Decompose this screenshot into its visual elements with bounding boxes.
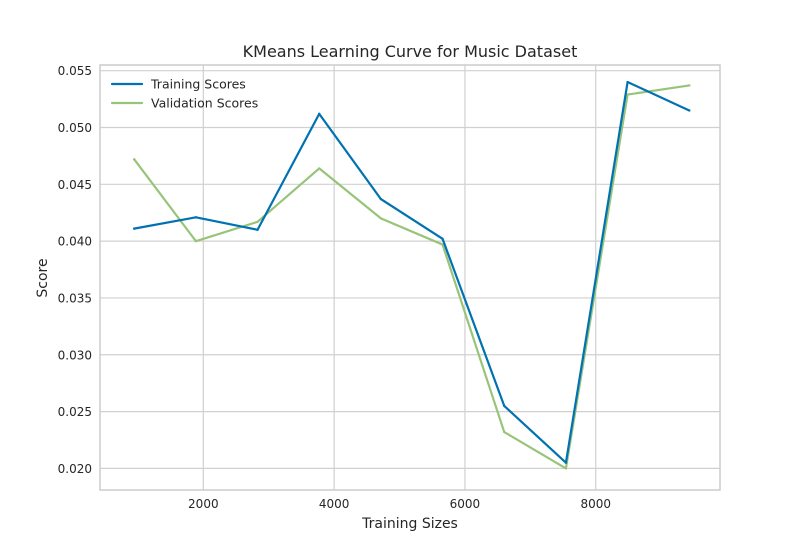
training-scores-point bbox=[256, 228, 259, 231]
training-scores-point bbox=[441, 237, 444, 241]
validation-scores-point bbox=[441, 243, 444, 246]
training-scores-point bbox=[379, 197, 383, 201]
y-tick-label: 0.045 bbox=[58, 178, 92, 192]
y-tick-label: 0.055 bbox=[58, 64, 92, 78]
series-group bbox=[133, 80, 691, 470]
training-scores-point bbox=[133, 227, 136, 230]
x-tick-label: 6000 bbox=[450, 497, 481, 511]
validation-scores-line bbox=[133, 84, 691, 470]
y-tick-label: 0.035 bbox=[58, 291, 92, 305]
plot-frame bbox=[99, 64, 721, 491]
training-scores-line bbox=[133, 80, 691, 464]
x-tick-label: 4000 bbox=[319, 497, 350, 511]
training-scores-point bbox=[503, 404, 506, 408]
validation-scores-point bbox=[688, 84, 691, 87]
training-scores-point bbox=[688, 109, 691, 112]
y-axis-label: Score bbox=[35, 258, 51, 297]
x-tick-label: 2000 bbox=[188, 497, 219, 511]
x-tick-label: 8000 bbox=[580, 497, 611, 511]
validation-scores-point bbox=[379, 217, 383, 220]
legend-label-validation: Validation Scores bbox=[151, 96, 258, 111]
validation-scores-point bbox=[256, 220, 259, 224]
x-axis-label: Training Sizes bbox=[361, 516, 458, 532]
validation-scores-point bbox=[194, 239, 198, 243]
y-tick-label: 0.040 bbox=[58, 235, 92, 249]
validation-scores-point bbox=[626, 93, 629, 96]
training-scores-point bbox=[194, 216, 198, 219]
y-tick-label: 0.030 bbox=[58, 348, 92, 362]
validation-scores-point bbox=[503, 430, 506, 434]
grid bbox=[100, 65, 720, 490]
chart-title: KMeans Learning Curve for Music Dataset bbox=[243, 42, 578, 61]
training-scores-point bbox=[564, 461, 568, 464]
validation-scores-point bbox=[133, 158, 136, 161]
validation-scores-point bbox=[318, 167, 321, 170]
y-tick-label: 0.050 bbox=[58, 121, 92, 135]
training-scores-point bbox=[626, 80, 629, 84]
training-scores-point bbox=[318, 112, 321, 116]
validation-scores-point bbox=[564, 467, 568, 470]
tick-labels: 2000 4000 6000 8000 0.020 0.025 0.030 0.035 0.04… bbox=[58, 64, 611, 511]
y-tick-label: 0.025 bbox=[58, 405, 92, 419]
legend: Training Scores Validation Scores bbox=[110, 77, 258, 111]
legend-label-training: Training Scores bbox=[150, 77, 246, 92]
y-tick-label: 0.020 bbox=[58, 462, 92, 476]
